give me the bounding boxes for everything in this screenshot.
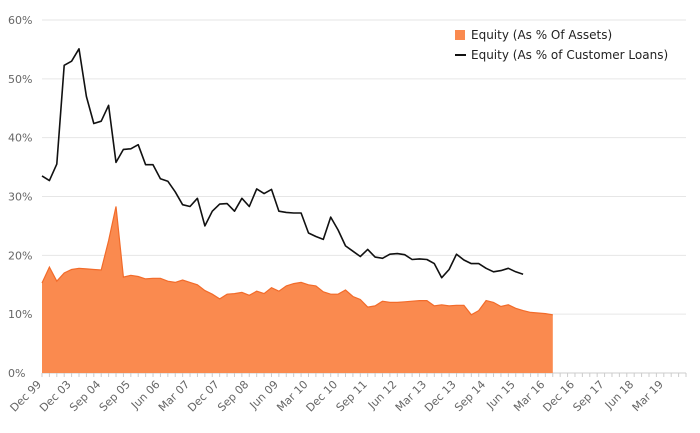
x-tick-label: Mar 16 bbox=[511, 378, 547, 414]
x-tick-label: Dec 13 bbox=[422, 378, 459, 415]
x-tick-label: Sep 14 bbox=[452, 378, 488, 414]
y-tick-label: 60% bbox=[8, 14, 32, 27]
x-tick-label: Dec 07 bbox=[185, 378, 222, 415]
x-tick-label: Mar 10 bbox=[274, 378, 310, 414]
y-tick-label: 20% bbox=[8, 249, 32, 262]
x-tick-label: Sep 04 bbox=[67, 378, 103, 414]
x-tick-label: Sep 08 bbox=[215, 378, 251, 414]
x-tick-label: Sep 11 bbox=[334, 378, 370, 414]
x-tick-label: Mar 07 bbox=[156, 378, 192, 414]
x-tick-label: Mar 19 bbox=[630, 378, 666, 414]
legend-label-equity-loans: Equity (As % of Customer Loans) bbox=[471, 48, 668, 62]
y-tick-label: 50% bbox=[8, 73, 32, 86]
x-tick-label: Dec 99 bbox=[8, 378, 45, 415]
x-tick-label: Dec 10 bbox=[304, 378, 341, 415]
legend-swatch-equity-assets bbox=[455, 30, 465, 40]
x-tick-label: Sep 17 bbox=[570, 378, 606, 414]
series-area-equity-assets bbox=[42, 206, 553, 373]
y-axis-ticks: 0% 10% 20% 30% 40% 50% 60% bbox=[8, 14, 32, 380]
x-tick-label: Mar 13 bbox=[393, 378, 429, 414]
y-tick-label: 40% bbox=[8, 132, 32, 145]
series-area-edge bbox=[41, 206, 553, 316]
series-line-equity-loans bbox=[41, 48, 524, 279]
legend: Equity (As % Of Assets) Equity (As % of … bbox=[455, 28, 668, 62]
y-tick-label: 10% bbox=[8, 308, 32, 321]
x-tick-label: Dec 16 bbox=[540, 378, 577, 415]
y-tick-label: 0% bbox=[8, 367, 25, 380]
y-tick-label: 30% bbox=[8, 191, 32, 204]
x-tick-label: Dec 03 bbox=[37, 378, 74, 415]
legend-label-equity-assets: Equity (As % Of Assets) bbox=[471, 28, 612, 42]
x-tick-label: Sep 05 bbox=[97, 378, 133, 414]
plot-area bbox=[41, 48, 553, 373]
